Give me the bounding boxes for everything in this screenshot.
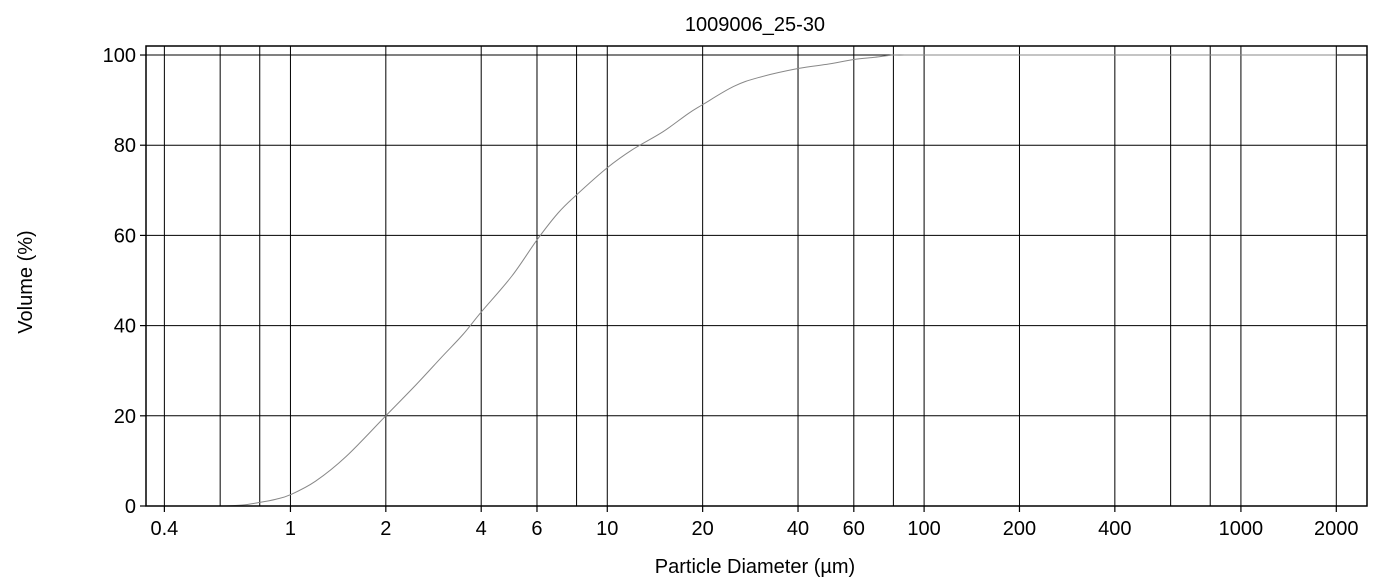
series-line: [153, 54, 1337, 507]
x-tick-label: 4: [476, 518, 487, 540]
x-tick-label: 100: [907, 518, 940, 540]
y-tick-label: 20: [114, 406, 136, 428]
x-tick-label: 200: [1003, 518, 1036, 540]
y-tick-label: 80: [114, 135, 136, 157]
x-axis-label: Particle Diameter (µm): [655, 556, 855, 578]
chart-title: 1009006_25-30: [685, 14, 825, 36]
x-tick-label: 20: [692, 518, 714, 540]
y-tick-label: 40: [114, 316, 136, 338]
x-tick-label: 1: [285, 518, 296, 540]
x-grid: [163, 46, 1337, 506]
x-tick-label: 10: [596, 518, 618, 540]
y-tick-label: 0: [125, 496, 136, 518]
y-grid: [146, 54, 1367, 507]
x-tick-label: 0.4: [150, 518, 178, 540]
plot-frame: [145, 45, 1368, 507]
y-ticks: 0 20 40 60 80 100: [103, 45, 146, 518]
x-tick-label: 40: [787, 518, 809, 540]
y-tick-label: 100: [103, 45, 136, 67]
series-group: [153, 54, 1337, 507]
x-tick-label: 2000: [1314, 518, 1359, 540]
y-tick-label: 60: [114, 225, 136, 247]
x-tick-label: 60: [843, 518, 865, 540]
x-tick-label: 400: [1098, 518, 1131, 540]
y-axis-label: Volume (%): [15, 230, 37, 333]
x-tick-label: 1000: [1219, 518, 1264, 540]
x-tick-label: 6: [531, 518, 542, 540]
x-ticks: 0.4 1 2 4 6 10 20 40 60 100 200 400 1000 2000: [150, 506, 1359, 540]
x-tick-label: 2: [380, 518, 391, 540]
